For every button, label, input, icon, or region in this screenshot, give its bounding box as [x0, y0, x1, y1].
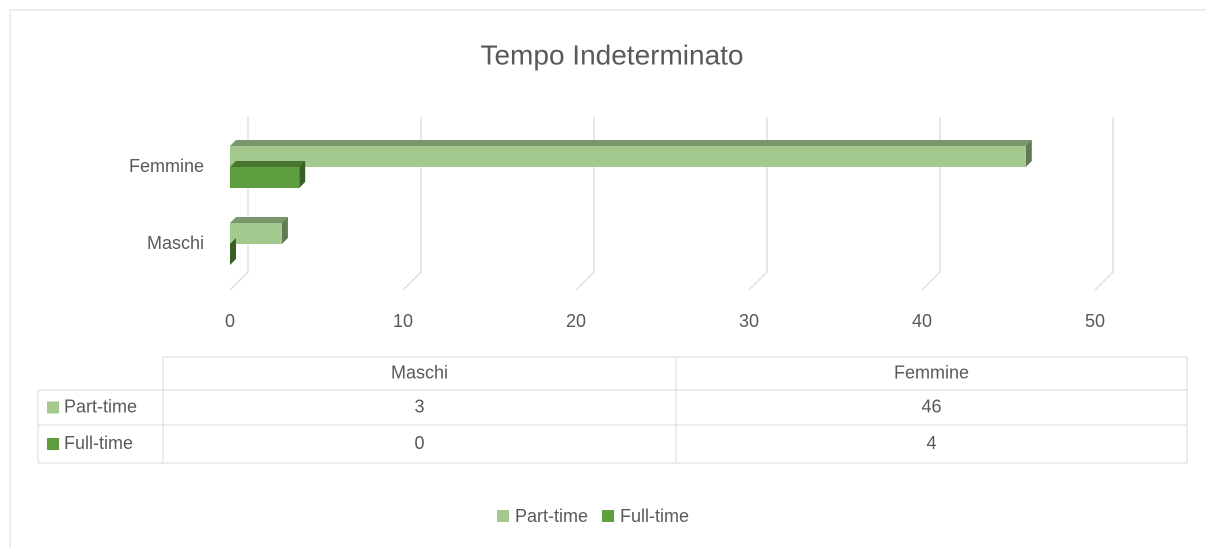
table-cell: 0: [414, 433, 424, 453]
x-tick-label: 20: [566, 311, 586, 331]
bar: [230, 167, 300, 188]
table-cell: 46: [921, 396, 941, 416]
x-tick-label: 50: [1085, 311, 1105, 331]
legend-key: [602, 510, 615, 522]
bar-side: [1025, 140, 1032, 167]
x-tick-label: 10: [393, 311, 413, 331]
y-tick-label: Maschi: [147, 233, 204, 253]
grid-line: [921, 117, 941, 291]
legend-label: Full-time: [620, 506, 689, 526]
bar-top: [230, 140, 1032, 146]
table-row-label: Full-time: [64, 433, 133, 453]
table-cell: 3: [414, 396, 424, 416]
table-legend-key: [47, 401, 59, 414]
bar-top: [230, 161, 306, 167]
bar-side: [230, 238, 236, 265]
legend-label: Part-time: [515, 506, 588, 526]
table-header: Femmine: [894, 362, 969, 382]
table-legend-key: [47, 438, 59, 450]
chart-title: Tempo Indeterminato: [480, 39, 743, 70]
bar-side: [299, 161, 306, 188]
bar-side: [281, 217, 288, 244]
bar: [230, 146, 1026, 167]
table-grid: [37, 356, 1188, 464]
grid-line: [1094, 117, 1114, 291]
grid-line: [402, 117, 422, 291]
y-tick-label: Femmine: [129, 156, 204, 176]
legend-key: [497, 510, 509, 522]
x-tick-label: 40: [912, 311, 932, 331]
bar: [230, 223, 282, 244]
x-tick-label: 30: [739, 311, 759, 331]
grid-line: [748, 117, 768, 291]
bar-top: [230, 217, 288, 223]
table-header: Maschi: [391, 362, 448, 382]
x-tick-label: 0: [225, 311, 235, 331]
chart-frame: [9, 9, 1206, 547]
table-cell: 4: [926, 433, 936, 453]
table-row-label: Part-time: [64, 396, 137, 416]
grid-line: [575, 117, 595, 291]
